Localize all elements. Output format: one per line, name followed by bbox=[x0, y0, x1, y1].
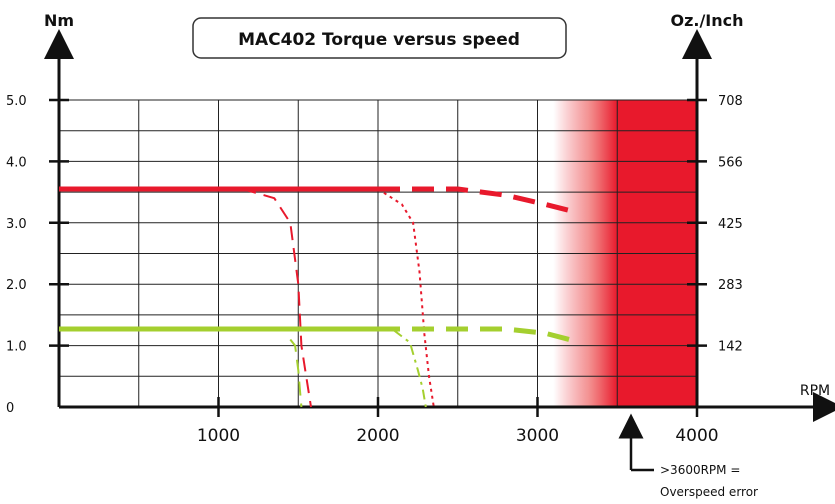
series-line-4 bbox=[377, 188, 435, 408]
x-tick-label: 1000 bbox=[197, 426, 240, 446]
y-left-tick-label: 2.0 bbox=[6, 278, 27, 293]
y-axis-left-label: Nm bbox=[44, 11, 74, 30]
series-line-2 bbox=[378, 186, 571, 213]
y-left-tick-label: 0 bbox=[6, 401, 14, 416]
overspeed-annotation: >3600RPM = Overspeed error bbox=[618, 413, 758, 499]
x-tick-label: 3000 bbox=[516, 426, 559, 446]
y-right-tick-label: 425 bbox=[718, 217, 743, 232]
annotation-line-2: Overspeed error bbox=[660, 485, 758, 499]
series-lines bbox=[59, 186, 571, 408]
series-line-6 bbox=[378, 326, 571, 342]
y-right-tick-label: 566 bbox=[718, 155, 743, 170]
chart-title-box: MAC402 Torque versus speed bbox=[192, 17, 567, 59]
series-line-7 bbox=[289, 338, 303, 408]
series-line-8 bbox=[393, 329, 427, 408]
y-left-tick-label: 1.0 bbox=[6, 340, 27, 355]
y-left-tick-label: 4.0 bbox=[6, 155, 27, 170]
y-left-tick-label: 5.0 bbox=[6, 94, 27, 109]
y-right-tick-label: 708 bbox=[718, 94, 743, 109]
x-axis-label: RPM bbox=[800, 383, 830, 399]
tick-labels: 0 1.0 2.0 3.0 4.0 5.0 142 283 425 566 708 1000 2000 3… bbox=[6, 94, 743, 446]
y-right-tick-label: 283 bbox=[718, 278, 743, 293]
y-left-tick-label: 3.0 bbox=[6, 217, 27, 232]
axes bbox=[44, 29, 835, 422]
y-right-tick-label: 142 bbox=[718, 340, 743, 355]
x-tick-label: 4000 bbox=[675, 426, 718, 446]
x-tick-label: 2000 bbox=[356, 426, 399, 446]
annotation-line-1: >3600RPM = bbox=[660, 463, 740, 477]
chart-title: MAC402 Torque versus speed bbox=[238, 30, 520, 50]
series-line-3 bbox=[242, 188, 312, 408]
y-axis-right-label: Oz./Inch bbox=[670, 11, 743, 30]
